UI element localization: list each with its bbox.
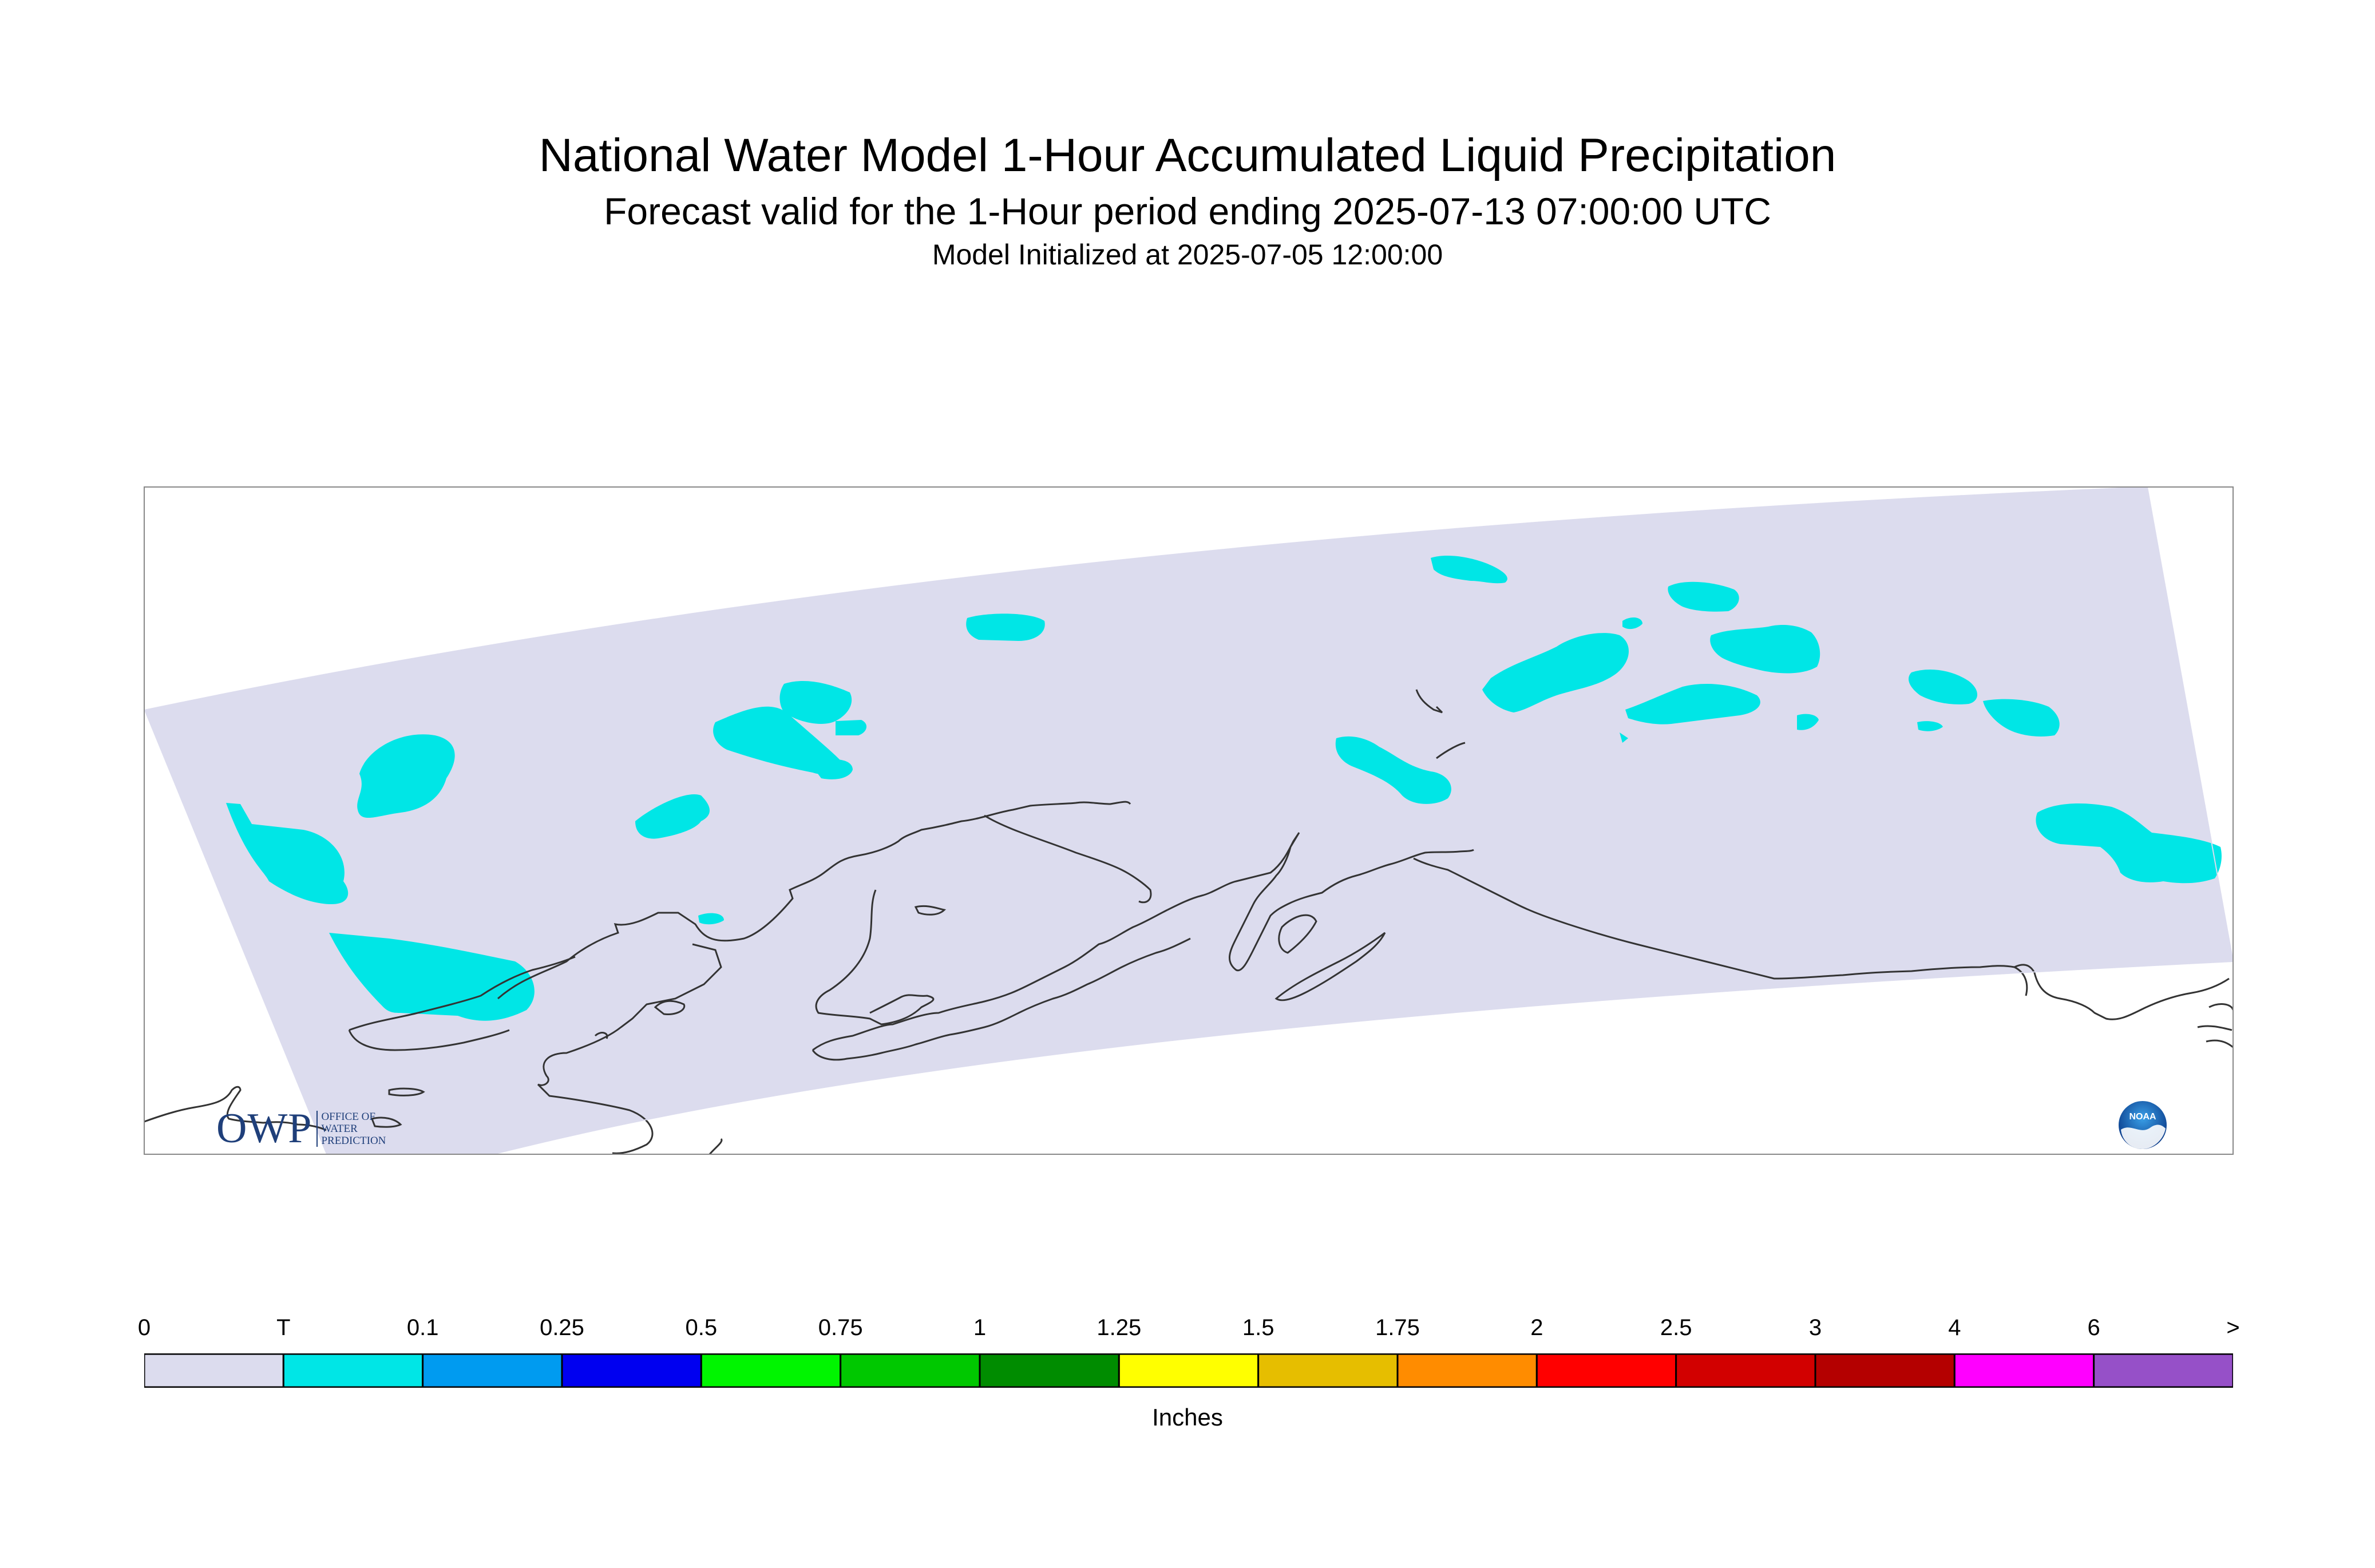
precip-area <box>713 681 867 779</box>
legend-tick-label: 0.5 <box>685 1315 718 1340</box>
coastline-aleutian-tip <box>594 1032 608 1039</box>
legend-tick-label: 3 <box>1808 1315 1822 1340</box>
legend-swatch <box>282 1353 424 1388</box>
coastline-southwest-island-2 <box>370 1116 402 1128</box>
color-legend <box>144 1353 2233 1388</box>
coastline-pacific-island <box>914 905 947 916</box>
coastline-chukotka <box>349 956 576 1031</box>
coastline-kenai <box>1274 932 1386 1001</box>
precip-area <box>2036 803 2222 884</box>
legend-tick-label: 1 <box>973 1315 987 1340</box>
chart-title: National Water Model 1-Hour Accumulated … <box>539 129 1836 181</box>
legend-swatch <box>2093 1353 2233 1388</box>
legend-tick-label: T <box>276 1315 291 1340</box>
owp-logo-subtext: OFFICE OF WATER PREDICTION <box>316 1111 386 1147</box>
coastline-gulf <box>1413 857 2028 996</box>
coastline-arctic-river <box>1436 742 1466 759</box>
coastline-kotzebue <box>984 814 1152 904</box>
legend-tick-label: 1.25 <box>1097 1315 1142 1340</box>
precip-area <box>1620 732 1628 743</box>
precip-area <box>1335 736 1451 804</box>
precip-area <box>1625 684 1760 724</box>
legend-tick-label: 2 <box>1530 1315 1543 1340</box>
legend-swatch <box>1257 1353 1399 1388</box>
owp-logo: OWP OFFICE OF WATER PREDICTION <box>216 1104 386 1153</box>
precip-area <box>1917 721 1943 731</box>
legend-tick-label: 4 <box>1948 1315 1961 1340</box>
legend-swatch <box>561 1353 702 1388</box>
precip-area <box>966 613 1045 641</box>
legend-tick-label: 2.5 <box>1660 1315 1692 1340</box>
precipitation-areas <box>226 555 2222 1021</box>
coastline-northwest <box>537 943 722 1154</box>
model-domain <box>144 487 2233 1154</box>
legend-tick-label: 6 <box>2087 1315 2100 1340</box>
model-init-text: Model Initialized at 2025-07-05 12:00:00 <box>932 239 1443 271</box>
coastlines <box>144 689 2233 1154</box>
precip-area <box>226 803 349 904</box>
legend-tick-label: 1.75 <box>1375 1315 1420 1340</box>
precip-area <box>635 794 710 839</box>
precip-area <box>698 913 724 925</box>
precip-area <box>357 734 455 818</box>
legend-swatch <box>700 1353 842 1388</box>
coastline-bottom-edge <box>708 1138 723 1154</box>
coastline-southwest-island <box>388 1087 425 1096</box>
coastline-cook-inlet <box>1167 832 1474 972</box>
precip-area <box>1431 555 1507 584</box>
coastline-bathurst <box>1415 689 1443 714</box>
coastline-panhandle-islands <box>2197 1003 2233 1048</box>
coastline-yukon-delta <box>654 1000 686 1016</box>
owp-logo-text: OWP <box>216 1105 312 1152</box>
coastline-kodiak <box>1278 914 1317 954</box>
legend-units: Inches <box>1152 1404 1223 1431</box>
coastline-chukotka-south <box>348 1029 510 1051</box>
legend-swatch <box>1953 1353 2095 1388</box>
legend-swatch <box>1118 1353 1260 1388</box>
map-frame <box>144 486 2234 1155</box>
precip-area <box>1710 625 1820 674</box>
coastline-peninsula <box>812 909 1191 1061</box>
legend-swatch <box>144 1353 284 1388</box>
chart-subtitle: Forecast valid for the 1-Hour period end… <box>604 190 1771 232</box>
legend-tick-label: 1.5 <box>1242 1315 1274 1340</box>
legend-tick-label: 0.75 <box>818 1315 863 1340</box>
legend-tick-label: 0 <box>137 1315 151 1340</box>
legend-swatch <box>1814 1353 1956 1388</box>
precip-area <box>1909 670 1977 704</box>
legend-tick-label: 0.25 <box>540 1315 584 1340</box>
noaa-logo: NOAA <box>2119 1101 2167 1149</box>
legend-swatch <box>422 1353 563 1388</box>
precip-area <box>1622 617 1642 629</box>
legend-swatch <box>1396 1353 1538 1388</box>
legend-tick-label: 0.1 <box>406 1315 439 1340</box>
precip-area <box>1482 633 1629 712</box>
precip-area <box>1983 699 2060 737</box>
coastline-alaska-north <box>497 801 1131 1000</box>
noaa-logo-text: NOAA <box>2129 1112 2156 1122</box>
precip-area <box>1668 581 1739 612</box>
precip-area <box>1797 714 1819 730</box>
legend-tick-label: > <box>2226 1315 2240 1340</box>
coastline-southwest <box>144 1086 327 1131</box>
model-domain-edge <box>144 487 2233 1154</box>
coastline-panhandle <box>2014 964 2230 1020</box>
legend-swatch <box>979 1353 1120 1388</box>
legend-swatch <box>1535 1353 1677 1388</box>
legend-swatch <box>1675 1353 1816 1388</box>
precip-area <box>329 933 535 1021</box>
legend-swatch <box>840 1353 981 1388</box>
coastline-bristol-bay <box>815 889 935 1025</box>
